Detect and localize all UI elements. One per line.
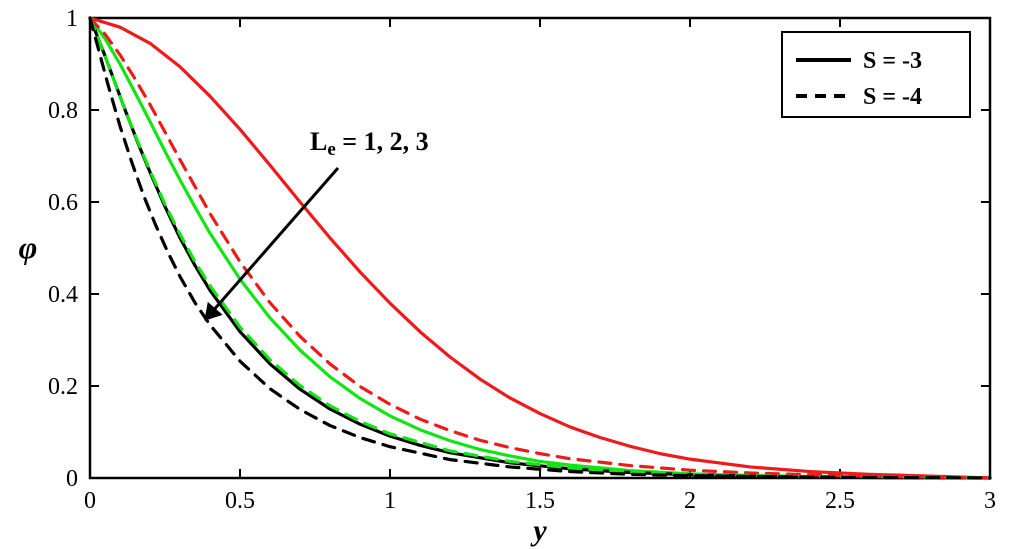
y-tick-label: 0 (66, 466, 78, 492)
x-tick-label: 1 (384, 488, 396, 514)
y-tick-label: 0.2 (48, 374, 78, 400)
y-axis-title: φ (19, 229, 38, 265)
y-tick-label: 1 (66, 6, 78, 32)
plot-frame (90, 18, 990, 478)
y-tick-label: 0.8 (48, 98, 78, 124)
legend-label: S = -3 (863, 48, 922, 74)
chart-container: { "chart": { "type": "line", "width_px":… (0, 0, 1024, 549)
series-Le1_S-3 (90, 18, 990, 478)
x-tick-label: 2.5 (825, 488, 855, 514)
series-Le3_S-4 (90, 18, 990, 478)
y-tick-label: 0.4 (48, 282, 78, 308)
annotation-arrow (205, 168, 338, 320)
x-tick-label: 0.5 (225, 488, 255, 514)
series-Le2_S-3 (90, 18, 990, 478)
legend-label: S = -4 (863, 84, 922, 110)
series-Le3_S-3 (90, 18, 990, 478)
x-tick-label: 3 (984, 488, 996, 514)
series-Le2_S-4 (90, 18, 990, 478)
y-tick-label: 0.6 (48, 190, 78, 216)
series-Le1_S-4 (90, 18, 990, 478)
annotation-text: Le = 1, 2, 3 (310, 127, 429, 160)
x-tick-label: 1.5 (525, 488, 555, 514)
x-tick-label: 0 (84, 488, 96, 514)
x-tick-label: 2 (684, 488, 696, 514)
x-axis-title: y (530, 514, 547, 547)
chart-svg: 0 0.5 1 1.5 2 2.5 3 0 0.2 0.4 0.6 0.8 1 y φ S = -3 S = -… (0, 0, 1024, 549)
